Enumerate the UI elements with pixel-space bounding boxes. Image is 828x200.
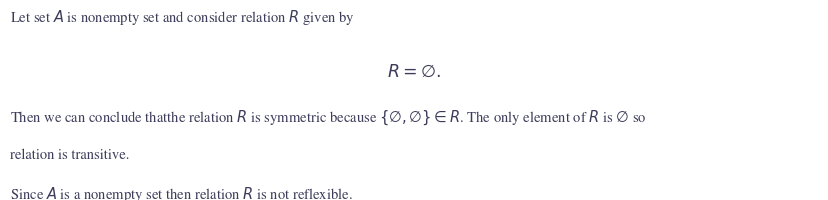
Text: Then we can conclude thatthe relation $\mathit{R}$ is symmetric because $\{\empt: Then we can conclude thatthe relation $\… bbox=[10, 108, 646, 126]
Text: relation is transitive.: relation is transitive. bbox=[10, 148, 129, 161]
Text: $\mathit{R} = \emptyset.$: $\mathit{R} = \emptyset.$ bbox=[387, 64, 441, 80]
Text: Let set $\mathit{A}$ is nonempty set and consider relation $\mathit{R}$ given by: Let set $\mathit{A}$ is nonempty set and… bbox=[10, 8, 354, 27]
Text: Since $\mathit{A}$ is a nonempty set then relation $\mathit{R}$ is not reflexibl: Since $\mathit{A}$ is a nonempty set the… bbox=[10, 184, 353, 200]
